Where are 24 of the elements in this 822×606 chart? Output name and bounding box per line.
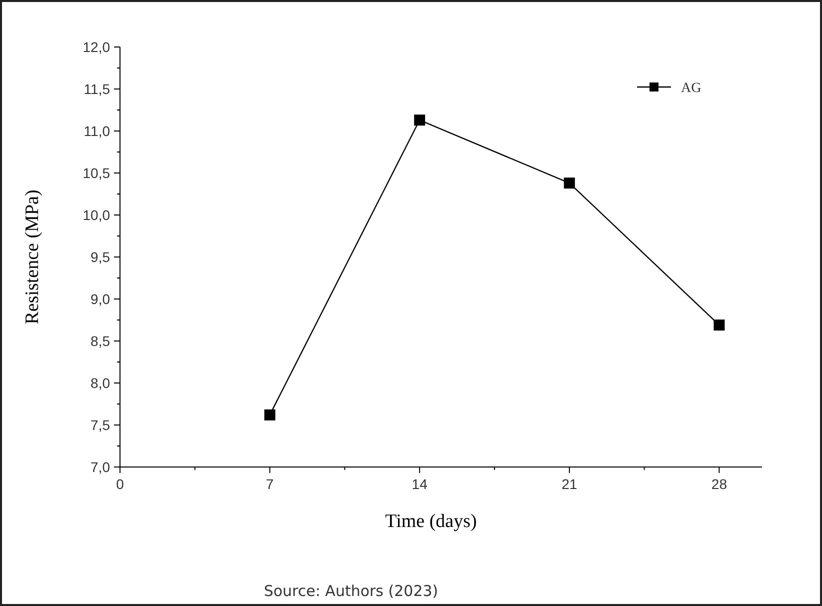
y-tick-label: 11,0	[84, 122, 110, 139]
x-axis-title: Time (days)	[385, 511, 477, 532]
x-tick-label: 0	[116, 476, 124, 492]
point	[714, 320, 725, 331]
y-tick-label: 11,5	[84, 80, 110, 97]
y-tick-label: 8,0	[90, 374, 110, 391]
y-tick-label: 7,0	[90, 458, 110, 475]
y-tick-label: 12,0	[82, 38, 110, 55]
x-tick-label: 28	[711, 476, 728, 492]
y-tick-label: 7,5	[90, 416, 110, 433]
x-tick-label: 21	[562, 476, 578, 492]
y-tick-label: 8,5	[90, 332, 110, 349]
source-note: Source: Authors (2023)	[264, 582, 438, 600]
y-tick-label: 9,5	[90, 248, 110, 265]
point	[264, 409, 276, 420]
y-tick-label: 10,5	[82, 164, 110, 181]
y-tick-label: 9,0	[90, 290, 110, 307]
x-tick-label: 7	[266, 476, 274, 492]
y-axis-title: Resistence (MPa)	[22, 190, 43, 324]
x-tick-label: 14	[412, 476, 428, 492]
point	[564, 178, 575, 189]
y-tick-label: 10,0	[82, 206, 110, 223]
point	[414, 114, 426, 126]
legend-label: AG	[681, 80, 702, 96]
